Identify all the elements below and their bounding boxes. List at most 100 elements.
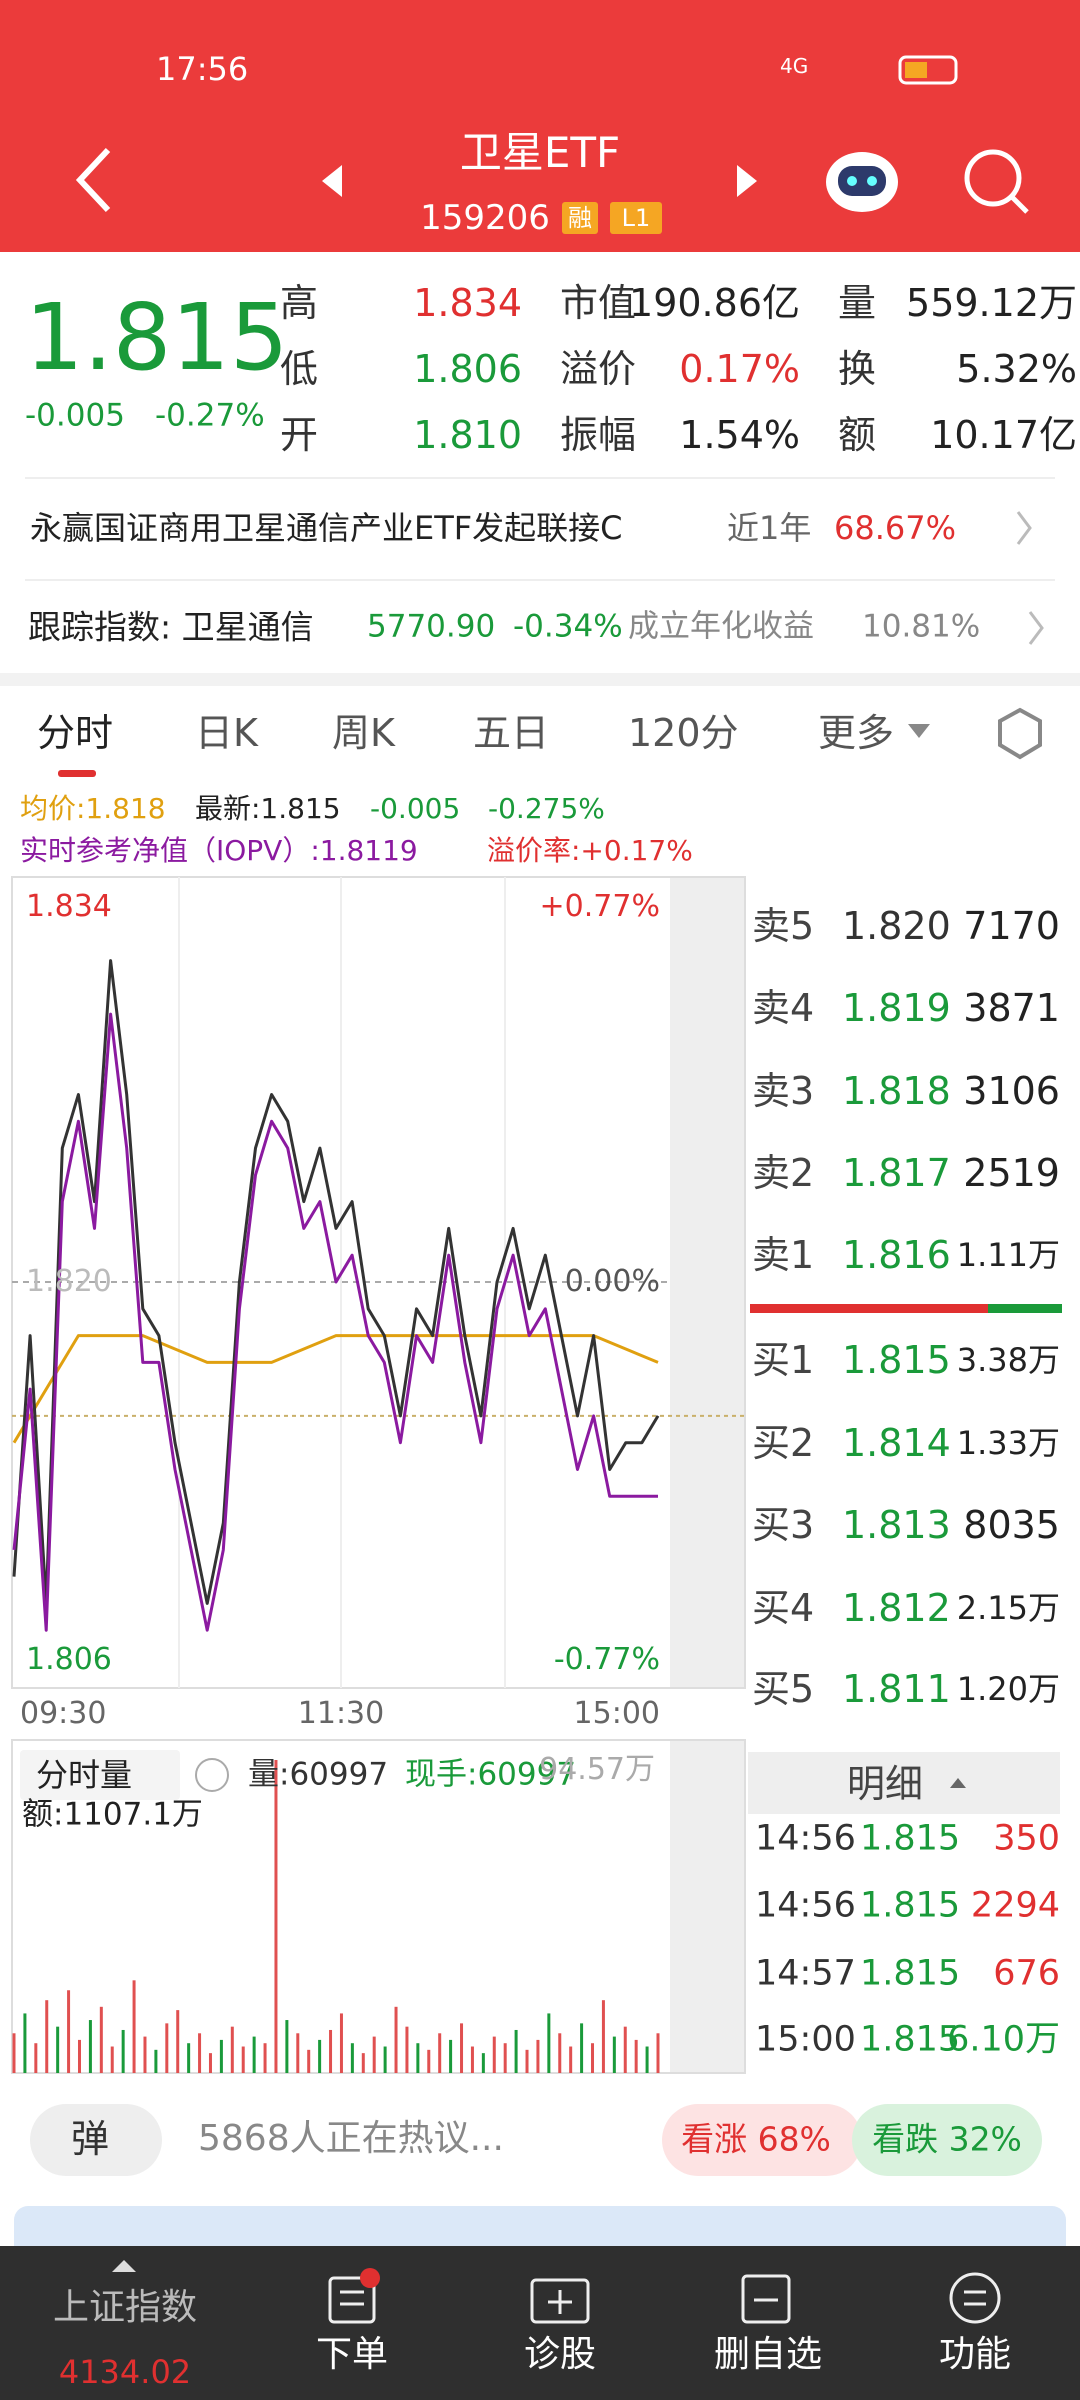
volume-bar: [274, 1760, 278, 2073]
search-icon[interactable]: [964, 149, 1029, 214]
stat-label: 量: [838, 281, 877, 325]
volume-bar: [132, 1980, 136, 2073]
price-change-pct: -0.27%: [155, 397, 265, 434]
index-value[interactable]: 4134.02: [58, 2353, 192, 2391]
sort-arrow: [950, 1778, 966, 1788]
danmu-button[interactable]: [30, 2104, 162, 2176]
chevron[interactable]: [1016, 511, 1032, 545]
trade-volume: 6.10万: [947, 2019, 1060, 2060]
stat-value: 559.12万: [906, 281, 1077, 325]
tab[interactable]: 更多: [818, 711, 895, 755]
premium-rate: 溢价率:+0.17%: [487, 834, 693, 867]
volume-bar: [427, 2049, 431, 2073]
trade-volume: 350: [993, 1818, 1060, 1859]
volume-bar: [241, 2046, 245, 2073]
discussion-text[interactable]: 5868人正在热议...: [198, 2118, 504, 2159]
volume-bar: [416, 2043, 420, 2073]
index-name[interactable]: 上证指数: [52, 2287, 198, 2328]
bull-button[interactable]: [662, 2104, 862, 2176]
nav-item[interactable]: 删自选: [713, 2334, 823, 2375]
return-period: 近1年: [727, 509, 812, 547]
volume-bar: [318, 2039, 322, 2073]
volume-bar: [405, 2026, 409, 2073]
volume-bar: [34, 2043, 38, 2073]
back-button[interactable]: [75, 147, 111, 213]
volume-selector[interactable]: [20, 1750, 180, 1800]
volume-bar: [438, 2033, 442, 2073]
tab[interactable]: 日K: [195, 711, 258, 755]
auction-area: [670, 1740, 745, 2073]
volume-bar: [623, 2026, 627, 2073]
bear-button[interactable]: [852, 2104, 1042, 2176]
nav-item[interactable]: 诊股: [523, 2334, 597, 2375]
volume-bar: [350, 2043, 354, 2073]
annual-return: 10.81%: [862, 608, 981, 645]
y-tick-label: 1.806: [26, 1642, 112, 1677]
buy-sell-ratio: [988, 1304, 1062, 1313]
ask-level: 卖4: [752, 986, 815, 1030]
volume-bar: [307, 2049, 311, 2073]
ask-level: 卖1: [752, 1233, 815, 1277]
volume-bar: [645, 2046, 649, 2073]
stat-value: 0.17%: [679, 347, 800, 391]
danmu-label[interactable]: 弹: [70, 2117, 110, 2161]
iopv: 实时参考净值（IOPV）:1.8119: [20, 834, 418, 867]
tracking-index[interactable]: 跟踪指数: 卫星通信: [28, 607, 314, 647]
chevron[interactable]: [1028, 611, 1044, 645]
ask-price: 1.819: [842, 986, 951, 1030]
volume-bar: [547, 2013, 551, 2073]
robot-icon[interactable]: [826, 152, 898, 212]
next-button[interactable]: [737, 165, 757, 197]
detail-header[interactable]: [748, 1752, 1060, 1814]
y-tick-label: 1.820: [26, 1264, 112, 1299]
settings-icon[interactable]: [998, 707, 1042, 760]
bull-label[interactable]: 看涨 68%: [681, 2119, 831, 2159]
volume-value: 量:60997: [248, 1756, 389, 1793]
page-title: 卫星ETF: [459, 128, 621, 177]
volume-bar: [187, 2043, 191, 2073]
tab[interactable]: 分时: [37, 711, 114, 755]
ask-volume: 2519: [963, 1151, 1060, 1195]
volume-bar: [329, 2029, 333, 2073]
volume-bar: [252, 2036, 256, 2073]
bear-label[interactable]: 看跌 32%: [872, 2119, 1022, 2159]
badge-text: L1: [621, 204, 651, 232]
x-tick-label: 09:30: [20, 1696, 107, 1731]
notification-dot: [360, 2268, 380, 2288]
ask-volume: 1.11万: [956, 1236, 1060, 1274]
expand-arrow[interactable]: [112, 2260, 136, 2272]
stat-value: 1.54%: [679, 413, 800, 457]
volume-bar: [558, 2033, 562, 2073]
ask-price: 1.818: [842, 1069, 951, 1113]
volume-bar: [339, 2013, 343, 2073]
stat-label: 低: [280, 347, 319, 391]
stat-value: 1.806: [413, 347, 522, 391]
tab[interactable]: 周K: [332, 711, 395, 755]
detail-title[interactable]: 明细: [846, 1762, 924, 1806]
tab[interactable]: 五日: [473, 711, 550, 755]
prev-button[interactable]: [322, 165, 342, 197]
trade-time: 15:00: [755, 2019, 856, 2060]
bid-level: 买1: [752, 1338, 815, 1382]
x-tick-label: 15:00: [573, 1696, 660, 1731]
y-tick-label: 1.834: [26, 889, 112, 924]
volume-bar: [219, 2039, 223, 2073]
nav-item[interactable]: 功能: [938, 2334, 1012, 2375]
linked-fund[interactable]: 永赢国证商用卫星通信产业ETF发起联接C: [30, 509, 623, 547]
ask-price: 1.816: [842, 1233, 951, 1277]
fund-code: 159206: [420, 198, 550, 238]
turnover-amount: 额:1107.1万: [22, 1796, 203, 1833]
nav-item[interactable]: 下单: [315, 2334, 389, 2375]
volume-bar: [449, 2039, 453, 2073]
volume-bar: [372, 2036, 376, 2073]
avg-price: 均价:1.818: [20, 792, 166, 825]
volume-selector-label[interactable]: 分时量: [36, 1756, 133, 1794]
stat-value: 190.86亿: [629, 281, 800, 325]
stat-label: 振幅: [560, 413, 637, 457]
ask-volume: 7170: [963, 904, 1060, 948]
tab[interactable]: 120分: [628, 711, 739, 755]
bid-level: 买3: [752, 1503, 815, 1547]
volume-bar: [569, 2046, 573, 2073]
help-icon[interactable]: [195, 1758, 229, 1792]
